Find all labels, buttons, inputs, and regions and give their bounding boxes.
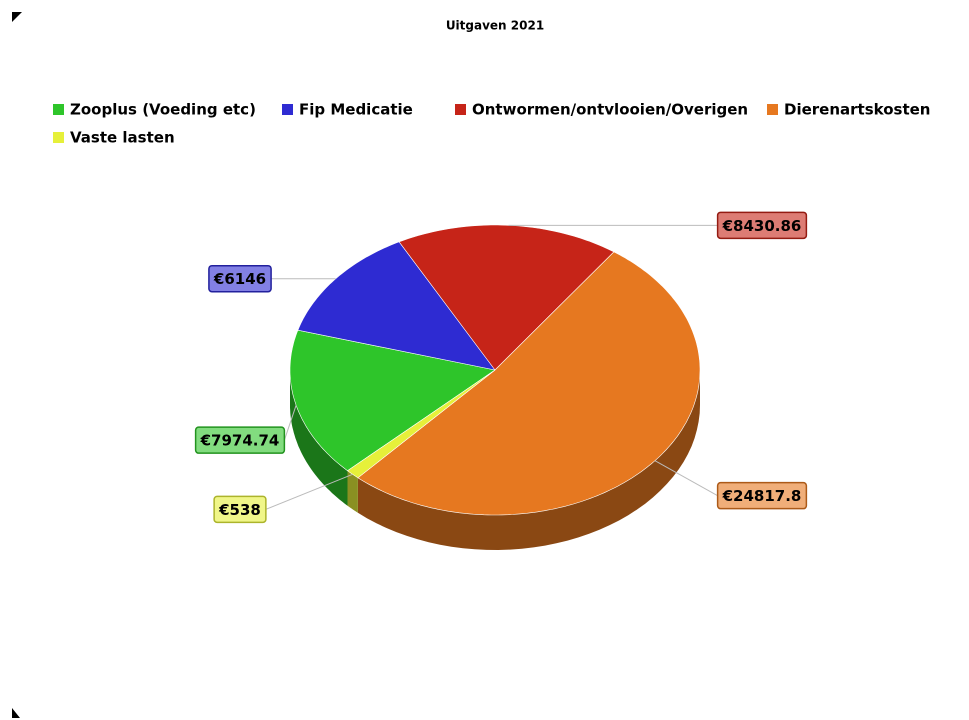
value-label-text: €6146 xyxy=(213,270,266,288)
value-label: €538 xyxy=(213,495,267,524)
value-label-text: €24817.8 xyxy=(722,487,802,505)
corner-mark xyxy=(12,12,22,22)
pie-side xyxy=(347,470,358,513)
value-label: €6146 xyxy=(208,264,272,293)
legend-swatch xyxy=(455,104,466,115)
value-label-box xyxy=(716,481,808,510)
legend-swatch xyxy=(53,104,64,115)
value-label: €24817.8 xyxy=(716,481,808,510)
leader-line xyxy=(654,460,718,497)
legend-swatch xyxy=(767,104,778,115)
value-label-text: €8430.86 xyxy=(722,217,802,235)
value-label-text: €7974.74 xyxy=(200,432,280,450)
value-label-box xyxy=(208,264,272,293)
corner-mark xyxy=(12,708,20,718)
value-label-box xyxy=(194,426,286,454)
legend-swatch xyxy=(53,132,64,143)
pie-slice xyxy=(357,251,701,516)
chart-title: Uitgaven 2021 xyxy=(446,19,544,33)
legend-label: Dierenartskosten xyxy=(784,101,930,119)
value-label: €8430.86 xyxy=(716,211,808,240)
legend-label: Fip Medicatie xyxy=(299,101,413,119)
pie-side xyxy=(290,370,348,506)
pie-slice xyxy=(398,224,615,371)
legend-swatch xyxy=(282,104,293,115)
value-label: €7974.74 xyxy=(194,426,286,454)
legend-label: Ontwormen/ontvlooien/Overigen xyxy=(472,101,748,119)
legend-label: Vaste lasten xyxy=(70,129,175,147)
leader-line xyxy=(283,405,297,441)
legend-label: Zooplus (Voeding etc) xyxy=(70,101,256,119)
value-label-text: €538 xyxy=(218,501,261,519)
value-label-box xyxy=(213,495,267,524)
pie-side xyxy=(357,370,700,550)
value-label-box xyxy=(716,211,808,240)
pie-slice xyxy=(346,369,496,479)
leader-line xyxy=(265,473,353,510)
